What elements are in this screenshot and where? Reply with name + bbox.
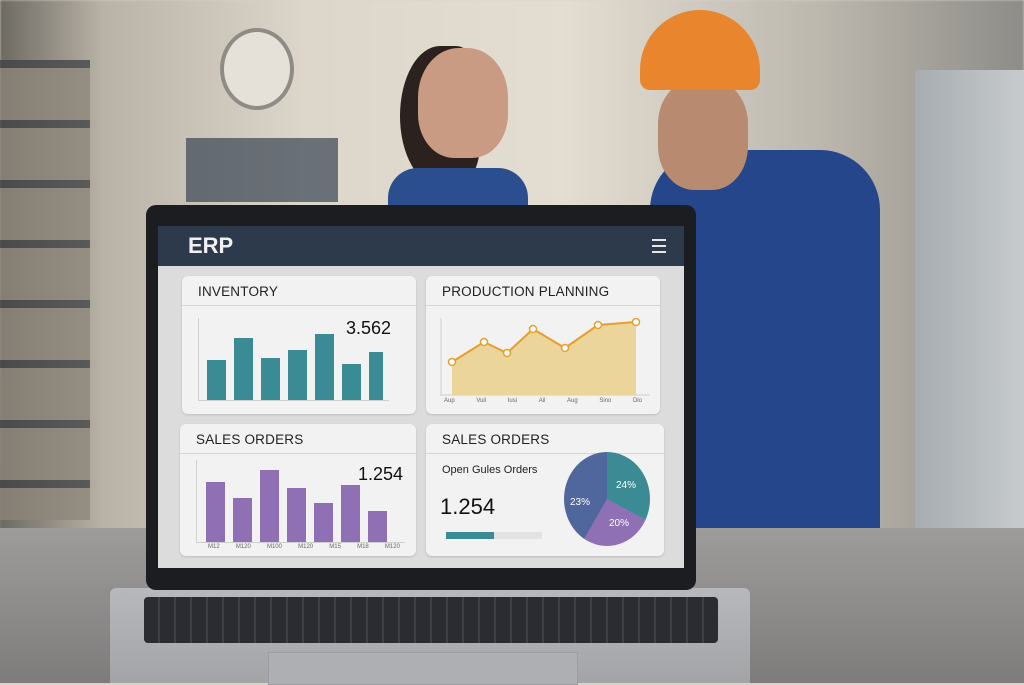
trackpad bbox=[268, 652, 578, 685]
open-orders-label: Open Gules Orders bbox=[442, 464, 538, 476]
production-card[interactable]: PRODUCTION PLANNING Aup Vuil Iusi Ail Aug S… bbox=[426, 276, 660, 414]
sales-orders-x-axis: M12 M120 M100 M120 M15 M18 M120 bbox=[208, 544, 400, 550]
window bbox=[186, 138, 338, 202]
machine bbox=[915, 70, 1024, 540]
card-title: SALES ORDERS bbox=[426, 424, 664, 454]
app-title: ERP bbox=[188, 233, 234, 258]
card-title: INVENTORY bbox=[182, 276, 416, 306]
sales-orders-pie-card[interactable]: SALES ORDERS Open Gules Orders 1.254 24%… bbox=[426, 424, 664, 556]
keyboard bbox=[144, 597, 718, 643]
sales-orders-bar-card[interactable]: SALES ORDERS 1.254 M12 M120 M100 M120 M15 M… bbox=[180, 424, 416, 556]
worker-woman bbox=[388, 46, 528, 228]
shelving bbox=[0, 60, 90, 520]
wall-clock bbox=[220, 28, 294, 110]
sales-orders-value: 1.254 bbox=[358, 464, 404, 484]
sales-pie-chart bbox=[564, 452, 650, 546]
production-area-chart bbox=[440, 318, 650, 396]
progress-bar bbox=[446, 532, 542, 539]
open-orders-value: 1.254 bbox=[440, 494, 496, 519]
hamburger-menu-icon[interactable] bbox=[652, 239, 666, 253]
card-title: PRODUCTION PLANNING bbox=[426, 276, 660, 306]
erp-screen: ERP INVENTORY 3.562 PRODUCTION PLANNING bbox=[158, 226, 684, 568]
inventory-card[interactable]: INVENTORY 3.562 bbox=[182, 276, 416, 414]
inventory-value: 3.562 bbox=[346, 318, 392, 338]
production-x-axis: Aup Vuil Iusi Ail Aug Sino Dlo bbox=[444, 398, 642, 404]
app-header: ERP bbox=[158, 226, 684, 266]
inventory-bar-chart bbox=[198, 318, 389, 401]
card-title: SALES ORDERS bbox=[180, 424, 416, 454]
sales-orders-bar-chart bbox=[196, 460, 405, 543]
